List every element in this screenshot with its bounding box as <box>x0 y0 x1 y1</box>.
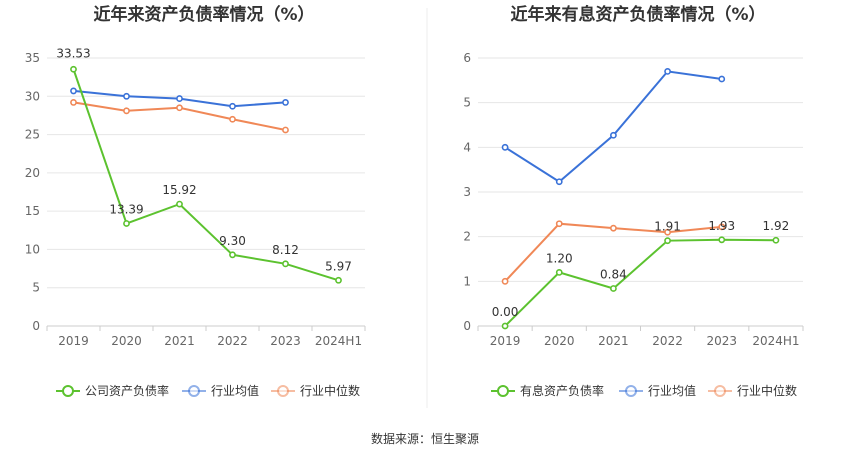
left-series-point-2 <box>123 107 130 115</box>
right-y-tick-label: 3 <box>463 185 471 199</box>
right-legend-swatch-marker <box>625 385 637 397</box>
right-data-label: 1.20 <box>546 251 573 265</box>
right-series-point-1 <box>664 68 671 75</box>
right-series-point-0 <box>664 237 671 245</box>
left-series-point-1 <box>123 92 130 100</box>
left-x-tick-label: 2020 <box>111 334 142 348</box>
left-series-point-0 <box>282 260 289 268</box>
left-legend-swatch-marker <box>277 385 289 397</box>
right-y-tick-label: 2 <box>463 230 471 244</box>
right-legend-swatch-marker <box>714 385 726 397</box>
right-x-tick-label: 2019 <box>490 334 521 348</box>
left-x-tick-label: 2019 <box>58 334 89 348</box>
right-y-tick-label: 6 <box>463 51 471 65</box>
left-y-tick-label: 15 <box>25 204 40 218</box>
left-series-point-2 <box>70 99 77 106</box>
right-data-label: 0.84 <box>600 267 627 281</box>
left-series-point-1 <box>282 99 289 106</box>
right-series-point-1 <box>718 75 726 83</box>
left-x-tick-label: 2023 <box>270 334 301 348</box>
left-x-tick-label: 2022 <box>217 334 248 348</box>
left-series-point-1 <box>229 102 236 110</box>
left-series-point-2 <box>176 104 183 112</box>
right-y-tick-label: 4 <box>463 140 471 154</box>
right-data-label: 1.92 <box>763 219 790 233</box>
left-y-tick-label: 10 <box>25 242 40 256</box>
right-series-point-1 <box>610 131 617 139</box>
right-series-point-2 <box>555 220 563 228</box>
right-legend-label: 行业均值 <box>648 383 696 398</box>
right-y-tick-label: 5 <box>463 96 471 110</box>
right-series-point-1 <box>501 143 509 151</box>
right-legend-swatch-marker <box>497 385 509 397</box>
left-legend-label: 行业均值 <box>211 383 259 398</box>
left-series-line-0 <box>72 68 339 282</box>
left-data-label: 13.39 <box>109 202 143 216</box>
left-chart-panel: 近年来资产负债率情况（%） 0 5 10 15 20 25 30 35 2019 2020 2021… <box>25 4 366 398</box>
right-series-line-0 <box>504 238 776 327</box>
left-series-point-0 <box>335 276 342 284</box>
right-series-line-1 <box>504 70 722 183</box>
left-y-tick-label: 5 <box>32 281 40 295</box>
right-chart-title: 近年来有息资产负债率情况（%） <box>510 4 765 25</box>
right-y-tick-label: 1 <box>463 274 471 288</box>
left-data-label: 15.92 <box>162 183 196 197</box>
right-series-point-2 <box>610 224 617 232</box>
left-data-label: 33.53 <box>56 46 90 60</box>
right-y-tick-label: 0 <box>463 319 471 333</box>
data-source-note: 数据来源：恒生聚源 <box>371 431 479 446</box>
left-y-tick-label: 20 <box>25 166 40 180</box>
right-legend-label: 有息资产负债率 <box>520 383 604 398</box>
right-x-tick-label: 2020 <box>544 334 575 348</box>
right-x-tick-label: 2024H1 <box>752 334 799 348</box>
right-x-tick-label: 2023 <box>706 334 737 348</box>
left-y-tick-label: 0 <box>32 319 40 333</box>
left-data-label: 9.30 <box>219 234 246 248</box>
left-data-label: 5.97 <box>325 259 352 273</box>
left-series-point-0 <box>176 200 183 208</box>
left-legend-swatch-marker <box>188 385 200 397</box>
right-data-label: 1.91 <box>654 220 681 234</box>
left-y-tick-label: 35 <box>25 51 40 65</box>
right-chart-panel: 近年来有息资产负债率情况（%） 0 1 2 3 4 5 6 2019 2020 2021 2022 2… <box>463 4 804 398</box>
left-series-point-0 <box>123 220 130 227</box>
left-data-label: 8.12 <box>272 243 299 257</box>
right-series-point-2 <box>718 223 726 231</box>
left-x-tick-label: 2024H1 <box>315 334 362 348</box>
left-series-point-2 <box>229 115 236 123</box>
left-chart-title: 近年来资产负债率情况（%） <box>93 4 314 25</box>
left-legend-label: 行业中位数 <box>300 383 360 398</box>
left-legend-label: 公司资产负债率 <box>85 383 169 398</box>
right-series-point-0 <box>718 236 726 244</box>
right-series-point-0 <box>610 285 617 292</box>
right-legend-label: 行业中位数 <box>737 383 797 398</box>
right-series-point-0 <box>501 322 509 330</box>
left-series-point-2 <box>282 126 289 134</box>
right-data-label: 0.00 <box>492 305 519 319</box>
left-series-point-1 <box>176 95 183 102</box>
left-y-tick-label: 30 <box>25 89 40 103</box>
right-series-point-0 <box>772 236 780 244</box>
right-x-tick-label: 2022 <box>652 334 683 348</box>
right-series-point-2 <box>501 277 509 285</box>
left-y-tick-label: 25 <box>25 128 40 142</box>
left-series-point-1 <box>70 87 77 95</box>
left-series-point-0 <box>229 251 236 259</box>
left-series-point-0 <box>70 65 77 73</box>
right-series-point-1 <box>555 178 563 186</box>
right-series-point-0 <box>555 268 563 276</box>
right-x-tick-label: 2021 <box>598 334 629 348</box>
left-x-tick-label: 2021 <box>164 334 195 348</box>
right-series-point-2 <box>664 228 671 236</box>
right-data-label: 1.93 <box>708 219 735 233</box>
left-legend-swatch-marker <box>62 385 74 397</box>
